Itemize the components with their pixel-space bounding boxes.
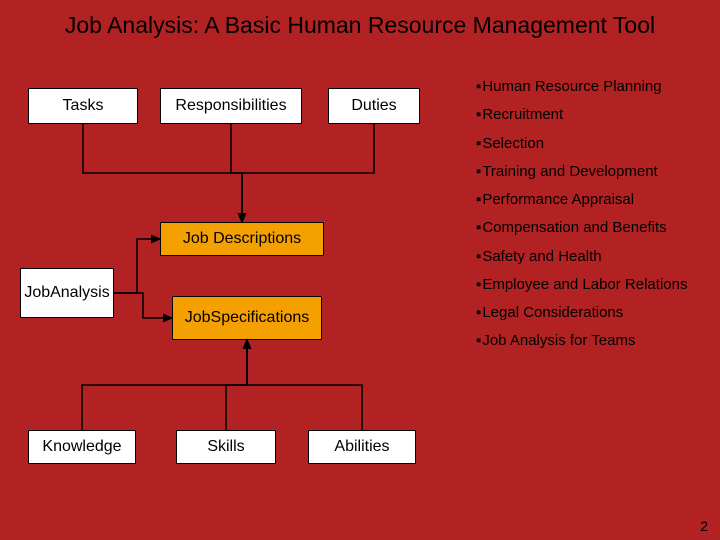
side-list: ▪Human Resource Planning ▪Recruitment ▪Sel… <box>476 78 704 361</box>
box-knowledge: Knowledge <box>28 430 136 464</box>
bullet-icon: ▪ <box>476 219 481 236</box>
side-list-item: ▪Job Analysis for Teams <box>476 332 704 349</box>
page-title: Job Analysis: A Basic Human Resource Man… <box>0 12 720 39</box>
box-responsibilities: Responsibilities <box>160 88 302 124</box>
box-job_descriptions: Job Descriptions <box>160 222 324 256</box>
bullet-icon: ▪ <box>476 106 481 123</box>
side-list-item: ▪Recruitment <box>476 106 704 123</box>
bullet-icon: ▪ <box>476 78 481 95</box>
arrow <box>231 124 242 222</box>
box-job_specifications: JobSpecifications <box>172 296 322 340</box>
bullet-icon: ▪ <box>476 332 481 349</box>
page-number: 2 <box>700 518 708 534</box>
bullet-icon: ▪ <box>476 304 481 321</box>
side-list-item: ▪Human Resource Planning <box>476 78 704 95</box>
side-list-item: ▪Safety and Health <box>476 248 704 265</box>
arrow <box>114 293 172 318</box>
arrow <box>83 124 242 222</box>
side-list-item: ▪Performance Appraisal <box>476 191 704 208</box>
bullet-icon: ▪ <box>476 276 481 293</box>
bullet-icon: ▪ <box>476 191 481 208</box>
box-job_analysis: JobAnalysis <box>20 268 114 318</box>
arrow <box>82 340 247 430</box>
side-list-item: ▪Compensation and Benefits <box>476 219 704 236</box>
side-list-item: ▪Selection <box>476 135 704 152</box>
arrow <box>114 239 160 293</box>
bullet-icon: ▪ <box>476 135 481 152</box>
box-tasks: Tasks <box>28 88 138 124</box>
bullet-icon: ▪ <box>476 248 481 265</box>
bullet-icon: ▪ <box>476 163 481 180</box>
arrow <box>242 124 374 222</box>
box-skills: Skills <box>176 430 276 464</box>
side-list-item: ▪Legal Considerations <box>476 304 704 321</box>
side-list-item: ▪Employee and Labor Relations <box>476 276 704 293</box>
arrow <box>226 340 247 430</box>
box-duties: Duties <box>328 88 420 124</box>
side-list-item: ▪Training and Development <box>476 163 704 180</box>
box-abilities: Abilities <box>308 430 416 464</box>
arrow <box>247 340 362 430</box>
